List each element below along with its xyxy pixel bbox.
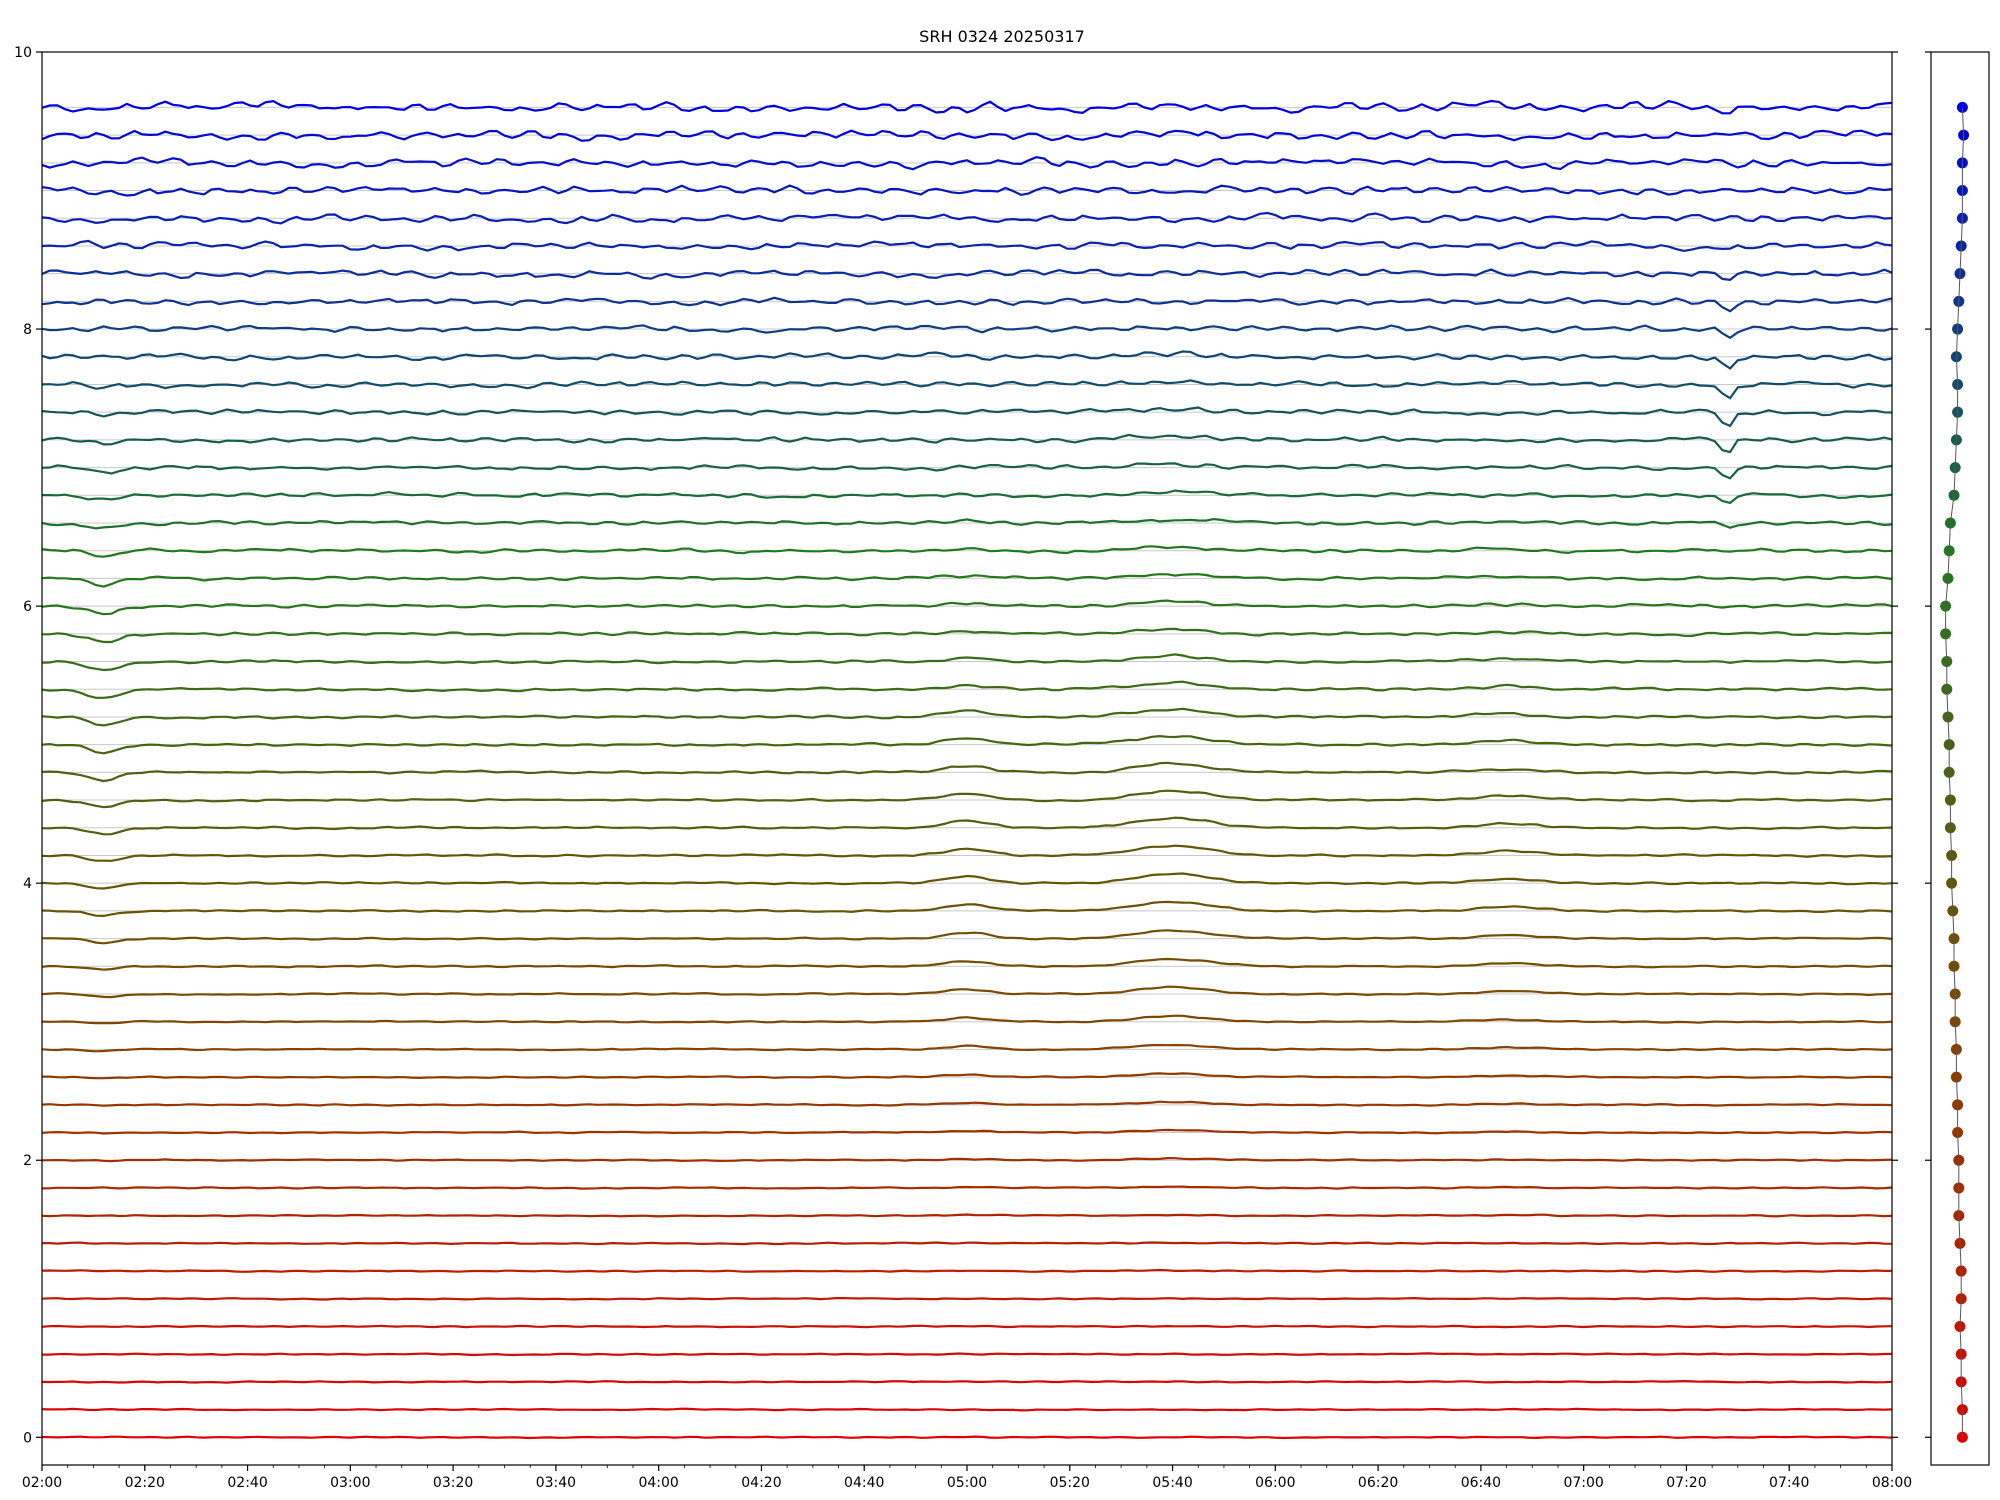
series-line — [41, 1379, 1893, 1384]
series-line — [41, 1014, 1893, 1025]
series-line — [41, 1324, 1893, 1329]
series-line — [41, 1435, 1893, 1440]
x-tick-label: 04:20 — [741, 1475, 781, 1491]
x-tick-label: 07:40 — [1769, 1475, 1809, 1491]
series-line — [42, 489, 1893, 505]
series-line — [41, 653, 1893, 672]
series-line — [41, 1100, 1893, 1107]
main-plot-frame — [41, 51, 1893, 1466]
series-line — [41, 734, 1893, 755]
side-panel — [1940, 101, 1970, 1443]
series-line — [41, 239, 1893, 253]
series-line — [41, 406, 1893, 428]
y-tick-label: 2 — [23, 1153, 32, 1169]
series-line — [41, 985, 1893, 999]
x-tick-label: 05:20 — [1050, 1475, 1090, 1491]
x-tick-label: 02:00 — [22, 1475, 62, 1491]
side-line — [1945, 107, 1965, 1438]
series-line — [41, 1185, 1893, 1190]
series-line — [42, 1072, 1893, 1080]
x-tick-label: 03:40 — [536, 1475, 576, 1491]
series-line — [41, 599, 1893, 616]
series-line — [42, 627, 1893, 644]
series-line — [41, 296, 1893, 313]
series-line — [41, 268, 1893, 281]
series-line — [41, 324, 1893, 340]
x-tick-label: 05:00 — [947, 1475, 987, 1491]
series-line — [41, 379, 1893, 400]
x-tick-label: 06:00 — [1255, 1475, 1295, 1491]
series-line — [41, 211, 1893, 225]
series-line — [41, 517, 1893, 530]
y-tick-label: 8 — [23, 322, 32, 338]
series-line — [41, 761, 1893, 783]
series-line — [41, 573, 1893, 588]
y-tick-label: 10 — [14, 45, 32, 61]
y-tick-label: 6 — [23, 599, 32, 615]
series-line — [41, 462, 1893, 480]
x-tick-label: 07:00 — [1563, 1475, 1603, 1491]
series-group — [41, 99, 1893, 1440]
series-line — [41, 789, 1892, 809]
series-line — [42, 816, 1893, 836]
series-line — [41, 900, 1893, 918]
series-line — [41, 957, 1893, 971]
x-tick-label: 02:20 — [125, 1475, 165, 1491]
series-line — [41, 350, 1893, 370]
x-tick-label: 06:40 — [1461, 1475, 1501, 1491]
series-line — [41, 129, 1893, 142]
y-tick-label: 4 — [23, 876, 32, 892]
x-tick-label: 04:00 — [638, 1475, 678, 1491]
x-tick-label: 05:40 — [1152, 1475, 1192, 1491]
series-line — [41, 707, 1893, 727]
x-tick-label: 06:20 — [1358, 1475, 1398, 1491]
y-axis: 0 2 4 6 8 10 — [14, 45, 1931, 1446]
x-tick-label: 08:00 — [1872, 1475, 1912, 1491]
series-line — [41, 1128, 1893, 1135]
y-tick-label: 0 — [23, 1430, 32, 1446]
x-tick-label: 07:20 — [1666, 1475, 1706, 1491]
series-line — [41, 433, 1893, 454]
series-line — [41, 1043, 1893, 1053]
x-tick-label: 04:40 — [844, 1475, 884, 1491]
series-line — [41, 1407, 1893, 1412]
x-tick-label: 02:40 — [227, 1475, 267, 1491]
series-line — [41, 844, 1893, 862]
x-axis: 02:00 02:20 02:40 03:00 03:20 03:40 04:00 04:20… — [22, 1465, 1912, 1491]
series-line — [41, 1268, 1892, 1273]
chart-title: SRH 0324 20250317 — [919, 27, 1085, 46]
series-line — [41, 1296, 1893, 1301]
series-line — [42, 1241, 1893, 1246]
series-line — [41, 99, 1893, 115]
x-tick-label: 03:00 — [330, 1475, 370, 1491]
series-line — [41, 545, 1893, 558]
series-line — [41, 680, 1893, 699]
series-line — [41, 929, 1893, 945]
side-plot-frame — [1930, 51, 1990, 1466]
x-tick-label: 03:20 — [433, 1475, 473, 1491]
series-line — [41, 1156, 1893, 1163]
series-line — [41, 872, 1893, 890]
series-line — [42, 1352, 1893, 1357]
series-line — [41, 184, 1893, 197]
series-line — [41, 1213, 1893, 1218]
series-line — [41, 156, 1893, 171]
